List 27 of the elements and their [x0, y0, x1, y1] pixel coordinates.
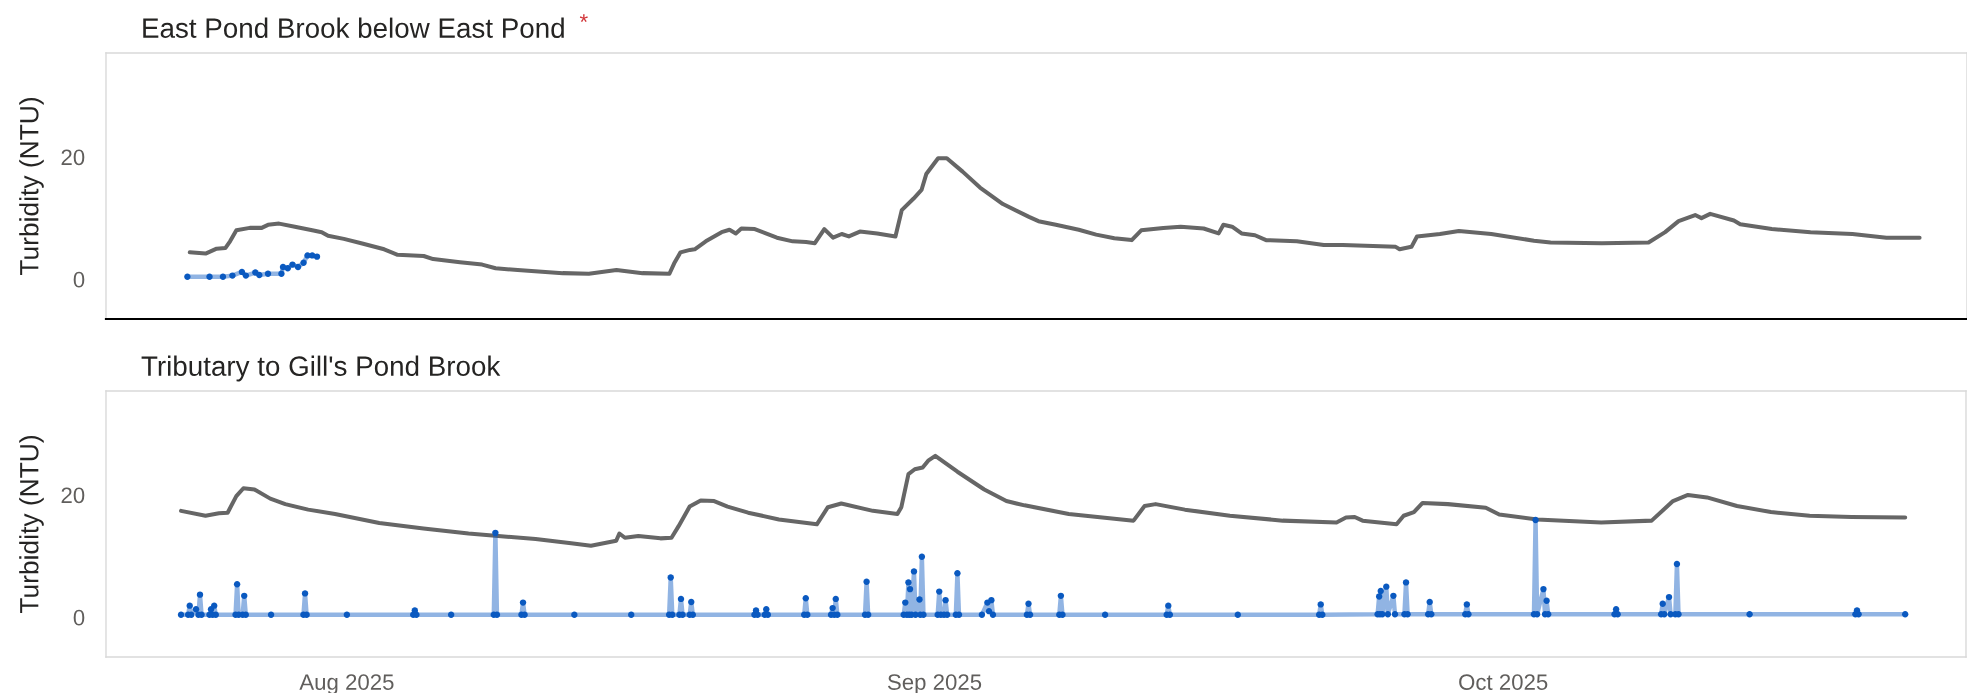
point	[264, 270, 272, 277]
point	[206, 273, 213, 280]
point	[242, 272, 250, 279]
point	[284, 265, 291, 272]
y-tick-label: 0	[73, 271, 85, 288]
text: *	[579, 14, 588, 23]
y-axis-title: Turbidity (NTU)	[19, 435, 44, 614]
point	[229, 272, 236, 279]
point	[219, 273, 227, 280]
point	[294, 263, 302, 271]
point	[300, 259, 307, 266]
y-axis-title: Turbidity (NTU)	[19, 97, 44, 276]
chart-title: Tributary to Gill's Pond Brook	[141, 355, 501, 382]
point	[238, 268, 246, 276]
point	[256, 271, 263, 279]
chart-title: East Pond Brook below East Pond	[143, 17, 564, 38]
y-tick-label: 20	[61, 487, 85, 504]
point	[184, 273, 191, 280]
line-series	[187, 156, 1922, 276]
point	[278, 270, 285, 277]
point	[289, 261, 296, 268]
y-tick-label: 20	[61, 149, 85, 166]
point	[279, 263, 287, 271]
point	[313, 253, 321, 260]
line-series	[179, 453, 1908, 548]
y-tick-label: 0	[73, 609, 85, 626]
x-tick-label: Oct 2025	[1459, 674, 1548, 690]
